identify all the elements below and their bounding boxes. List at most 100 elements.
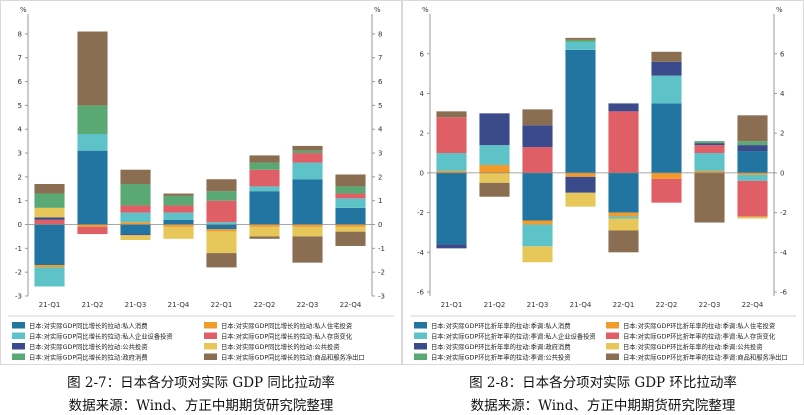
bar-segment-21-Q4-s1: [565, 172, 596, 177]
unit-label-right: %: [776, 6, 783, 14]
x-tick-label: 21-Q1: [39, 301, 61, 309]
bar-segment-22-Q1-s1: [206, 229, 237, 232]
legend-swatch: [606, 353, 619, 360]
bar-segment-22-Q3-s1: [694, 170, 725, 173]
bar-segment-22-Q1-s0: [608, 172, 639, 213]
legend-label: 日本:对实际GDP同比增长的拉动:私人消费: [29, 321, 148, 330]
bar-segment-21-Q2-s0: [77, 150, 108, 225]
bar-segment-22-Q1-net-export-neg: [206, 253, 237, 268]
x-tick-label: 21-Q3: [125, 301, 147, 309]
bar-segment-22-Q3-net-export-neg: [292, 236, 323, 263]
bar-segment-22-Q1-s5: [206, 231, 237, 254]
bar-segment-22-Q3-s3: [694, 145, 725, 154]
legend-label: 日本:对实际GDP环比折年率的拉动:季调:私人住宅投资: [623, 321, 775, 330]
bar-segment-22-Q2-net-export-neg: [249, 236, 280, 239]
legend-label: 日本:对实际GDP同比增长的拉动:公共投资: [29, 342, 148, 351]
bar-segment-21-Q1-s4: [436, 244, 467, 249]
bar-segment-21-Q3-s7: [522, 109, 553, 126]
bar-segment-21-Q3-s7: [120, 169, 151, 185]
bar-segment-21-Q4-s0: [565, 49, 596, 173]
y-tick-label-left: -3: [15, 293, 22, 301]
x-tick-label: 22-Q3: [699, 301, 721, 309]
bar-segment-21-Q4-s6: [565, 39, 596, 42]
y-tick-label-left: 1: [18, 197, 22, 205]
bar-segment-22-Q3-s0: [292, 179, 323, 225]
legend-label: 日本:对实际GDP同比增长的拉动:政府消费: [29, 353, 148, 362]
x-tick-label: 21-Q2: [82, 301, 104, 309]
bar-segment-21-Q1-s1: [436, 170, 467, 173]
bar-segment-21-Q1-s1: [34, 265, 65, 268]
bar-segment-21-Q2-s2: [77, 133, 108, 151]
chart-caption-qoq: 图 2-8：日本各分项对实际 GDP 环比拉动率: [469, 375, 737, 391]
y-tick-label-right: 2: [378, 173, 382, 181]
legend-swatch: [204, 322, 217, 329]
y-tick-label-right: 5: [378, 102, 382, 110]
legend-swatch: [414, 353, 427, 360]
y-tick-label-left: 0: [420, 169, 424, 177]
chart-caption-yoy: 图 2-7：日本各分项对实际 GDP 同比拉动率: [67, 375, 335, 391]
legend-label: 日本:对实际GDP环比折年率的拉动:季调:私人存货变化: [623, 332, 776, 341]
bar-segment-22-Q2-s4: [651, 61, 682, 76]
bar-segment-21-Q1-s7: [34, 184, 65, 194]
y-tick-label-left: 4: [18, 126, 23, 134]
bar-segment-22-Q4-s1: [335, 224, 366, 227]
bar-segment-21-Q4-s5: [565, 192, 596, 207]
legend-label: 日本:对实际GDP同比增长的拉动:公共投资: [221, 342, 340, 351]
bar-segment-21-Q1-s0: [34, 224, 65, 266]
y-tick-label-right: 1: [378, 197, 382, 205]
legend-label: 日本:对实际GDP环比折年率的拉动:季调:公共投资: [431, 353, 571, 362]
unit-label-left: %: [422, 6, 429, 14]
bar-segment-22-Q2-s7: [249, 155, 280, 163]
bar-segment-22-Q4-s1: [737, 172, 768, 175]
bar-segment-22-Q1-s7: [206, 179, 237, 192]
yoy-contribution-chart: % % -3 -3 -2 -2 -1 -1 0 0 1 1 2 2 3 3 4 4 5 5 6 6 7 7 8 8 21-Q1 21-…: [0, 0, 402, 365]
bar-segment-22-Q4-s5: [737, 216, 768, 219]
bar-segment-21-Q3-s6: [120, 184, 151, 206]
y-tick-label-right: -1: [378, 245, 385, 253]
bar-segment-22-Q1-s4: [608, 103, 639, 112]
bar-segment-22-Q1-s1: [608, 212, 639, 217]
bar-segment-22-Q4-s0: [335, 207, 366, 225]
y-tick-label-left: -4: [417, 249, 425, 257]
bar-segment-22-Q1-s0: [206, 224, 237, 230]
legend-swatch: [12, 353, 25, 360]
legend-swatch: [414, 343, 427, 350]
legend-label: 日本:对实际GDP环比折年率的拉动:季调:私人企业设备投资: [431, 332, 596, 341]
bar-segment-22-Q3-s2: [694, 153, 725, 171]
bar-segment-22-Q1-s7: [608, 230, 639, 253]
x-tick-label: 21-Q4: [168, 301, 190, 309]
legend-label: 日本:对实际GDP环比折年率的拉动:季调:政府消费: [431, 342, 571, 351]
bar-segment-21-Q2-s3: [77, 226, 108, 235]
y-tick-label-left: 4: [420, 90, 425, 98]
bar-segment-21-Q1-s3: [436, 117, 467, 154]
x-tick-label: 22-Q1: [211, 301, 233, 309]
bar-segment-21-Q1-s5: [34, 207, 65, 218]
y-tick-label-right: 4: [378, 126, 383, 134]
y-tick-label-left: 2: [420, 130, 424, 138]
bar-segment-21-Q3-s5: [120, 235, 151, 241]
bar-segment-21-Q4-s1: [163, 224, 194, 227]
y-tick-label-right: 0: [780, 169, 784, 177]
legend-swatch: [414, 332, 427, 339]
chart-panel-yoy: %% -3 -3 -2 -2 -1 -1 0 0 1 1 2 2 3 3 4 4 5 5 6 6 7 7 8 8 21-Q1 21-…: [0, 0, 402, 414]
bar-segment-22-Q1-s2: [206, 222, 237, 225]
bar-segment-22-Q3-s2: [292, 162, 323, 180]
x-tick-label: 22-Q3: [297, 301, 319, 309]
bar-segment-21-Q3-s2: [522, 224, 553, 247]
bar-segment-21-Q3-s4: [522, 125, 553, 148]
qoq-contribution-chart: % % -6 -6 -4 -4 -2 -2 0 0 2 2 4 4 6 6 21-Q1 21-Q2 21-Q3 21-…: [402, 0, 804, 365]
bar-segment-21-Q2-s1: [77, 224, 108, 227]
chart-frame: [0, 0, 402, 365]
y-tick-label-right: -4: [780, 249, 788, 257]
bar-segment-22-Q4-s5: [335, 226, 366, 232]
bar-segment-22-Q4-s3: [335, 193, 366, 199]
legend-label: 日本:对实际GDP环比折年率的拉动:季调:公共投资: [623, 342, 763, 351]
bar-segment-21-Q1-s2: [34, 267, 65, 287]
bar-segment-22-Q2-s2: [249, 186, 280, 192]
bar-segment-22-Q4-s2: [737, 174, 768, 181]
y-tick-label-right: 8: [378, 30, 382, 38]
legend-swatch: [12, 332, 25, 339]
bar-segment-21-Q3-s1: [120, 222, 151, 225]
y-tick-label-right: 3: [378, 150, 382, 158]
y-tick-label-left: -1: [15, 245, 22, 253]
